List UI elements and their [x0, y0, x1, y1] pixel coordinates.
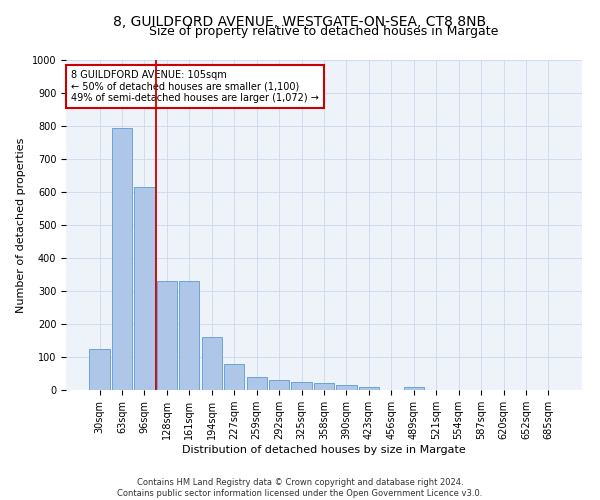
Y-axis label: Number of detached properties: Number of detached properties: [16, 138, 26, 312]
Bar: [337, 385, 356, 390]
X-axis label: Distribution of detached houses by size in Margate: Distribution of detached houses by size …: [182, 445, 466, 455]
Title: Size of property relative to detached houses in Margate: Size of property relative to detached ho…: [149, 25, 499, 38]
Bar: [247, 377, 267, 390]
Bar: [224, 364, 244, 390]
Bar: [292, 382, 311, 390]
Text: 8, GUILDFORD AVENUE, WESTGATE-ON-SEA, CT8 8NB: 8, GUILDFORD AVENUE, WESTGATE-ON-SEA, CT…: [113, 15, 487, 29]
Bar: [134, 187, 155, 390]
Bar: [202, 337, 222, 390]
Bar: [404, 386, 424, 390]
Bar: [89, 349, 110, 390]
Bar: [269, 380, 289, 390]
Bar: [157, 281, 177, 390]
Bar: [112, 128, 132, 390]
Text: Contains HM Land Registry data © Crown copyright and database right 2024.
Contai: Contains HM Land Registry data © Crown c…: [118, 478, 482, 498]
Text: 8 GUILDFORD AVENUE: 105sqm
← 50% of detached houses are smaller (1,100)
49% of s: 8 GUILDFORD AVENUE: 105sqm ← 50% of deta…: [71, 70, 319, 103]
Bar: [179, 281, 199, 390]
Bar: [359, 386, 379, 390]
Bar: [314, 384, 334, 390]
